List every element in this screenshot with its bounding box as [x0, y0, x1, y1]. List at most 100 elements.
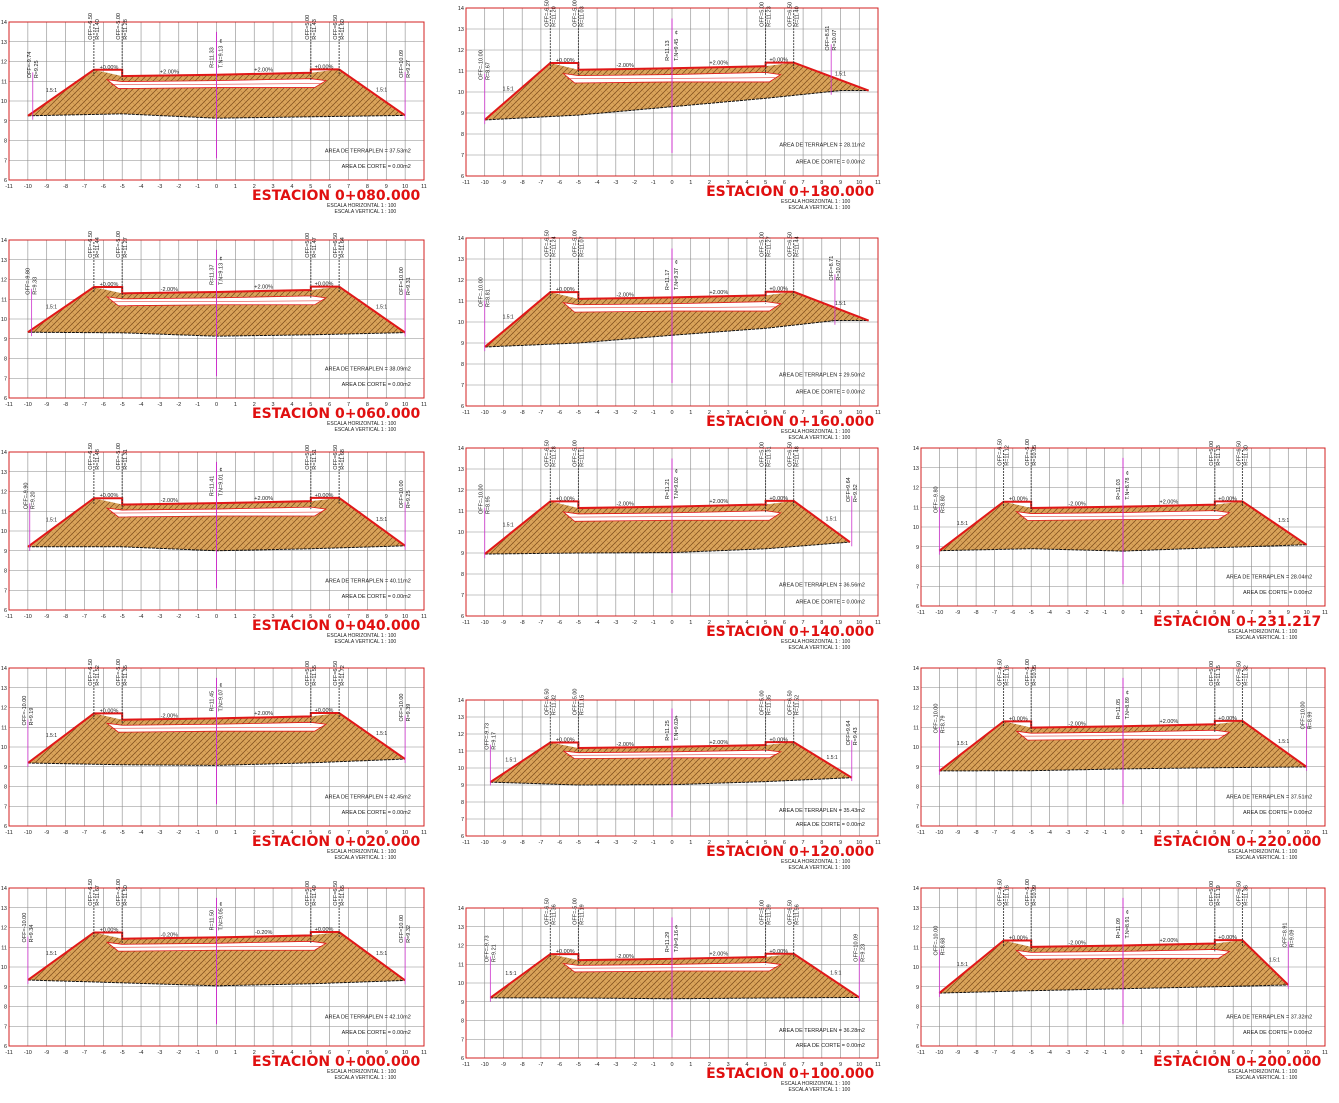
offset-elevation-label: R=11.12 — [1005, 445, 1011, 466]
offset-elevation-label: R=8.67 — [486, 62, 492, 80]
y-tick-label: 6 — [461, 834, 464, 840]
slope-left-label: 1.5:1 — [957, 741, 968, 747]
offset-elevation-label: R=11.36 — [551, 904, 557, 925]
x-tick-label: 0 — [215, 830, 218, 836]
x-tick-label: 11 — [421, 1050, 427, 1056]
offset-elevation-label: R=11.16 — [1005, 665, 1011, 686]
offset-label: OFF=-5.00 — [572, 689, 578, 716]
scale-vertical-label: ESCALA VERTICAL 1 : 100 — [789, 645, 851, 651]
offset-label: OFF=-5.00 — [572, 230, 578, 257]
y-tick-label: 13 — [1, 258, 7, 264]
x-tick-label: 9 — [839, 1062, 842, 1068]
panel-frame — [8, 21, 425, 181]
x-tick-label: -7 — [538, 1062, 543, 1068]
y-tick-label: 10 — [1, 99, 7, 105]
area-fill-label: AREA DE TERRAPLEN = 40.11m2 — [325, 578, 411, 584]
offset-elevation-label: R=11.31 — [767, 446, 773, 467]
x-tick-label: 7 — [347, 184, 350, 190]
x-tick-label: 0 — [215, 402, 218, 408]
y-tick-label: 11 — [458, 962, 464, 968]
slope-right-label: 1.5:1 — [376, 305, 387, 311]
offset-elevation-label: R=11.30 — [1243, 445, 1249, 466]
panel-frame — [465, 447, 879, 617]
crown-elevation-label: R=11.05 — [1116, 699, 1122, 720]
x-tick-label: -2 — [632, 410, 637, 416]
y-tick-label: 13 — [913, 906, 919, 912]
x-tick-label: -1 — [195, 614, 200, 620]
slope-right-label: 1.5:1 — [376, 517, 387, 523]
offset-label: OFF=6.50 — [1236, 661, 1242, 686]
x-tick-label: -3 — [613, 840, 618, 846]
x-tick-label: -11 — [462, 620, 470, 626]
scale-horizontal-label: ESCALA HORIZONTAL 1 : 100 — [327, 849, 396, 855]
x-tick-label: 2 — [708, 1062, 711, 1068]
panel-frame — [465, 699, 879, 837]
x-tick-label: -1 — [1102, 1050, 1107, 1056]
panel-frame — [920, 667, 1326, 827]
slope-left-label: 1.5:1 — [46, 518, 57, 524]
offset-elevation-label: R=11.44 — [95, 237, 101, 258]
cross-section-panel: -11 -10 -9 -8 -7 -6 -5 -4 -3 -2 -1 0 1 2 3 4 5 6 7 8 9 10 1167… — [913, 659, 1328, 861]
y-tick-label: 14 — [458, 698, 464, 704]
x-tick-label: 7 — [1250, 830, 1253, 836]
x-tick-label: -3 — [157, 614, 162, 620]
y-tick-label: 13 — [1, 40, 7, 46]
grade-right-label: +2.00% — [254, 711, 273, 717]
scale-horizontal-label: ESCALA HORIZONTAL 1 : 100 — [1228, 629, 1297, 635]
x-tick-label: -5 — [576, 840, 581, 846]
x-tick-label: -3 — [157, 184, 162, 190]
x-tick-label: -5 — [576, 1062, 581, 1068]
x-tick-label: -4 — [595, 1062, 600, 1068]
area-cut-label: AREA DE CORTE = 0.00m2 — [1243, 810, 1312, 816]
shoulder-left-label: +0.00% — [1009, 936, 1028, 942]
x-tick-label: -3 — [1065, 610, 1070, 616]
offset-elevation-label: R=8.81 — [486, 289, 492, 307]
x-tick-label: 2 — [708, 620, 711, 626]
offset-label: OFF=5.00 — [760, 900, 766, 925]
x-tick-label: -3 — [613, 1062, 618, 1068]
offset-elevation-label: R=11.19 — [1216, 885, 1222, 906]
offset-elevation-label: R=11.15 — [1216, 665, 1222, 686]
x-tick-label: -11 — [5, 402, 13, 408]
x-tick-label: 6 — [328, 614, 331, 620]
y-tick-label: 6 — [916, 604, 919, 610]
offset-elevation-label: R=11.24 — [551, 236, 557, 257]
offset-elevation-label: R=11.72 — [340, 665, 346, 686]
x-tick-label: 0 — [670, 410, 673, 416]
offset-label: OFF=-6.50 — [88, 659, 94, 686]
x-tick-label: -6 — [101, 614, 106, 620]
y-tick-label: 7 — [4, 158, 7, 164]
station-title: ESTACION 0+200.000 — [1153, 1054, 1321, 1070]
y-tick-label: 6 — [4, 178, 7, 184]
y-tick-label: 13 — [458, 467, 464, 473]
x-tick-label: 4 — [745, 180, 748, 186]
x-tick-label: -6 — [1010, 610, 1015, 616]
x-tick-label: -9 — [955, 1050, 960, 1056]
area-fill-label: AREA DE TERRAPLEN = 37.32m2 — [1226, 1014, 1312, 1020]
y-tick-label: 7 — [4, 1024, 7, 1030]
shoulder-left-label: +0.00% — [556, 738, 575, 744]
x-tick-label: 7 — [802, 410, 805, 416]
crown-elevation-label: R=11.29 — [665, 932, 671, 953]
y-tick-label: 8 — [916, 1005, 919, 1011]
slope-right-label: 1.5:1 — [826, 516, 837, 522]
offset-label: OFF=6.50 — [788, 232, 794, 257]
x-tick-label: -1 — [651, 1062, 656, 1068]
x-tick-label: 6 — [783, 1062, 786, 1068]
x-tick-label: -8 — [63, 402, 68, 408]
area-fill-label: AREA DE TERRAPLEN = 28.11m2 — [779, 143, 865, 149]
area-fill-label: AREA DE TERRAPLEN = 35.43m2 — [779, 808, 865, 814]
offset-label: OFF=-6.50 — [88, 13, 94, 40]
x-tick-label: 3 — [272, 1050, 275, 1056]
scale-vertical-label: ESCALA VERTICAL 1 : 100 — [335, 855, 397, 861]
offset-label: OFF=-9.73 — [484, 723, 490, 750]
x-tick-label: 1 — [689, 1062, 692, 1068]
offset-elevation-label: R=9.33 — [33, 277, 39, 295]
x-tick-label: 3 — [272, 184, 275, 190]
offset-label: OFF=-6.50 — [88, 879, 94, 906]
scale-vertical-label: ESCALA VERTICAL 1 : 100 — [1236, 855, 1298, 861]
offset-label: OFF=5.00 — [1209, 881, 1215, 906]
x-tick-label: -11 — [917, 830, 925, 836]
offset-elevation-label: R=8.79 — [940, 715, 946, 733]
